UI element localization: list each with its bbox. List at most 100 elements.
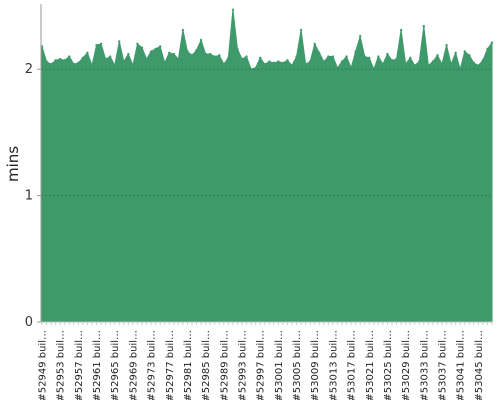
- data-point: [72, 62, 76, 66]
- x-tick-label: #52993 buil…: [238, 330, 249, 400]
- data-point: [436, 54, 439, 57]
- data-point: [290, 64, 294, 67]
- x-tick-label: #52969 buil…: [128, 330, 139, 400]
- data-point: [422, 25, 426, 28]
- data-point: [468, 54, 471, 57]
- data-point: [458, 68, 462, 71]
- data-point: [418, 60, 421, 63]
- data-point: [90, 64, 94, 67]
- data-point: [258, 56, 262, 60]
- data-point: [277, 60, 280, 63]
- data-point: [131, 64, 135, 67]
- data-point: [208, 52, 212, 56]
- data-point: [181, 28, 185, 32]
- data-point: [349, 66, 353, 70]
- data-point: [140, 46, 144, 49]
- data-point: [168, 51, 171, 54]
- data-point: [304, 62, 307, 66]
- x-tick-label: #53013 buil…: [328, 330, 339, 400]
- data-point: [136, 42, 139, 46]
- data-point: [45, 60, 48, 63]
- x-tick-label: #52961 buil…: [92, 330, 103, 400]
- data-point: [408, 56, 412, 60]
- data-point: [336, 66, 339, 70]
- x-tick-label: #52981 buil…: [183, 330, 194, 400]
- data-point: [440, 62, 444, 66]
- data-point: [390, 59, 394, 62]
- x-tick-label: #52949 buil…: [38, 330, 49, 400]
- data-point: [177, 57, 180, 61]
- data-point: [68, 55, 71, 58]
- data-point: [354, 50, 357, 53]
- y-tick-label: 0: [25, 315, 33, 330]
- x-tick-label: #52997 buil…: [256, 330, 267, 400]
- x-tick-label: #53029 buil…: [401, 330, 412, 400]
- data-point: [81, 56, 85, 60]
- area-layer: [40, 8, 494, 323]
- data-point: [172, 52, 176, 56]
- y-tick-label: 1: [25, 189, 33, 204]
- data-point: [108, 55, 112, 58]
- data-point: [163, 61, 166, 65]
- data-point: [449, 62, 453, 66]
- data-point: [145, 57, 148, 61]
- data-point: [122, 60, 126, 63]
- data-point: [404, 62, 407, 66]
- data-point: [86, 51, 89, 54]
- data-point: [281, 61, 285, 65]
- data-point: [340, 60, 344, 63]
- data-point: [481, 59, 485, 62]
- data-point: [431, 60, 435, 63]
- x-tick-labels: #52949 buil… #52953 buil… #52957 buil… #529…: [38, 322, 493, 400]
- x-tick-label: #52953 buil…: [56, 330, 67, 400]
- data-point: [127, 52, 130, 56]
- y-tick-label: 2: [25, 62, 33, 77]
- data-point: [240, 57, 244, 61]
- data-point: [263, 62, 266, 66]
- x-tick-label: #53005 buil…: [292, 330, 303, 400]
- x-tick-label: #53001 buil…: [274, 330, 285, 400]
- x-tick-label: #53017 buil…: [347, 330, 358, 400]
- data-point: [254, 66, 257, 70]
- data-point: [445, 43, 448, 47]
- x-tick-label: #53041 buil…: [456, 330, 467, 400]
- data-point: [113, 64, 116, 67]
- data-point: [99, 42, 103, 46]
- data-point: [158, 45, 162, 48]
- data-point: [395, 57, 398, 61]
- x-tick-label: #52973 buil…: [147, 330, 158, 400]
- data-point: [308, 60, 312, 63]
- data-point: [331, 55, 335, 58]
- x-tick-label: #52985 buil…: [201, 330, 212, 400]
- x-tick-label: #52957 buil…: [74, 330, 85, 400]
- data-point: [149, 50, 153, 53]
- data-point: [54, 59, 57, 62]
- data-point: [213, 55, 216, 58]
- data-point: [299, 28, 303, 32]
- data-point: [272, 61, 276, 65]
- data-point: [327, 55, 330, 58]
- x-tick-label: #53045 buil…: [474, 330, 485, 400]
- x-tick-label: #52977 buil…: [165, 330, 176, 400]
- data-point: [322, 60, 326, 63]
- data-point: [222, 62, 226, 66]
- x-tick-label: #52989 buil…: [219, 330, 230, 400]
- data-point: [318, 51, 321, 54]
- data-point: [381, 62, 385, 66]
- data-point: [413, 64, 416, 67]
- x-tick-label: #53009 buil…: [310, 330, 321, 400]
- y-tick-labels: 0 1 2: [25, 62, 41, 330]
- data-point: [154, 47, 157, 51]
- x-tick-label: #53037 buil…: [438, 330, 449, 400]
- data-point: [104, 57, 107, 61]
- data-point: [358, 35, 362, 38]
- data-point: [199, 38, 203, 42]
- data-point: [245, 55, 248, 58]
- data-point: [204, 52, 207, 56]
- data-point: [386, 52, 389, 56]
- data-point: [227, 56, 230, 60]
- data-point: [95, 43, 98, 47]
- data-point: [486, 47, 489, 51]
